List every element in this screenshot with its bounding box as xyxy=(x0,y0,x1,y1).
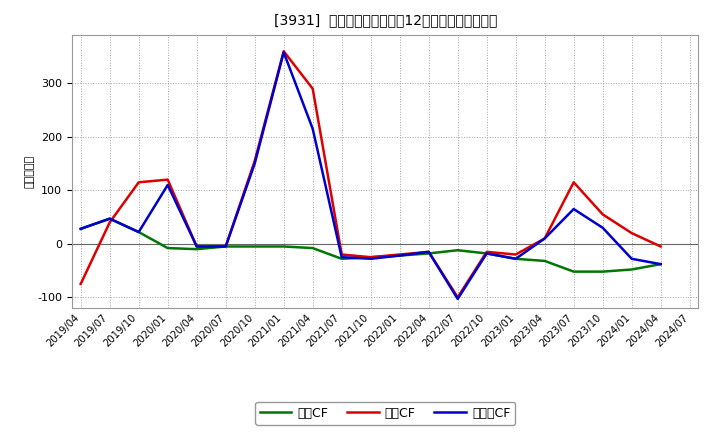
営業CF xyxy=(541,236,549,241)
営業CF xyxy=(424,249,433,254)
投資CF xyxy=(657,261,665,267)
投資CF xyxy=(105,216,114,221)
投資CF xyxy=(135,229,143,235)
投資CF xyxy=(366,255,375,260)
営業CF xyxy=(570,180,578,185)
投資CF xyxy=(251,244,259,249)
営業CF xyxy=(192,244,201,249)
投資CF xyxy=(511,256,520,261)
フリーCF xyxy=(308,126,317,132)
営業CF xyxy=(598,212,607,217)
フリーCF xyxy=(251,161,259,166)
営業CF xyxy=(308,86,317,92)
フリーCF xyxy=(482,251,491,256)
投資CF xyxy=(192,246,201,252)
フリーCF xyxy=(657,261,665,267)
フリーCF xyxy=(105,216,114,221)
営業CF xyxy=(163,177,172,182)
フリーCF xyxy=(570,206,578,212)
フリーCF xyxy=(76,226,85,231)
フリーCF xyxy=(279,50,288,55)
投資CF xyxy=(598,269,607,274)
投資CF xyxy=(221,244,230,249)
投資CF xyxy=(454,248,462,253)
投資CF xyxy=(395,253,404,258)
営業CF xyxy=(76,281,85,286)
フリーCF xyxy=(541,236,549,241)
Line: フリーCF: フリーCF xyxy=(81,52,661,299)
フリーCF xyxy=(598,225,607,231)
投資CF xyxy=(570,269,578,274)
投資CF xyxy=(482,251,491,256)
投資CF xyxy=(279,244,288,249)
Title: [3931]  キャッシュフローの12か月移動合計の推移: [3931] キャッシュフローの12か月移動合計の推移 xyxy=(274,13,497,27)
投資CF xyxy=(424,251,433,256)
営業CF xyxy=(366,255,375,260)
営業CF xyxy=(221,244,230,249)
投資CF xyxy=(163,246,172,251)
フリーCF xyxy=(395,253,404,258)
フリーCF xyxy=(511,256,520,261)
Line: 営業CF: 営業CF xyxy=(81,51,661,297)
Y-axis label: （百万円）: （百万円） xyxy=(24,155,35,188)
フリーCF xyxy=(135,229,143,235)
Legend: 投資CF, 営業CF, フリーCF: 投資CF, 営業CF, フリーCF xyxy=(255,402,516,425)
フリーCF xyxy=(163,182,172,187)
営業CF xyxy=(135,180,143,185)
フリーCF xyxy=(338,255,346,260)
フリーCF xyxy=(454,296,462,301)
営業CF xyxy=(482,249,491,254)
営業CF xyxy=(105,220,114,225)
営業CF xyxy=(251,158,259,164)
営業CF xyxy=(657,244,665,249)
投資CF xyxy=(541,258,549,264)
営業CF xyxy=(395,252,404,257)
投資CF xyxy=(308,246,317,251)
営業CF xyxy=(338,252,346,257)
フリーCF xyxy=(192,244,201,249)
フリーCF xyxy=(424,249,433,254)
フリーCF xyxy=(627,256,636,261)
営業CF xyxy=(279,48,288,54)
投資CF xyxy=(76,226,85,231)
投資CF xyxy=(627,267,636,272)
フリーCF xyxy=(366,256,375,261)
営業CF xyxy=(511,252,520,257)
営業CF xyxy=(454,295,462,300)
フリーCF xyxy=(221,244,230,249)
Line: 投資CF: 投資CF xyxy=(81,219,661,271)
営業CF xyxy=(627,231,636,236)
投資CF xyxy=(338,256,346,261)
